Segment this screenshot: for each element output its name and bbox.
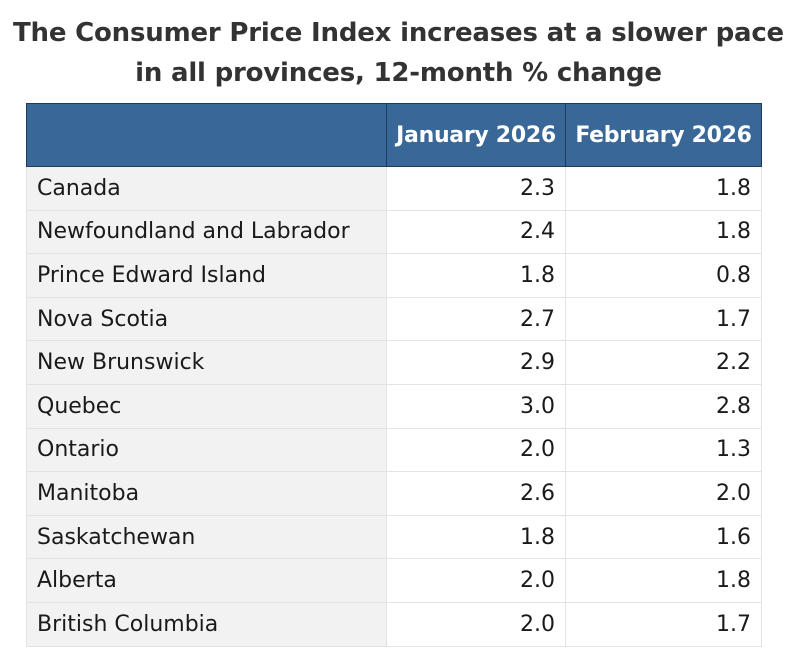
value-cell-february-2026: 2.2 bbox=[565, 340, 762, 385]
header-cell-region bbox=[26, 103, 387, 167]
value-cell-january-2026: 1.8 bbox=[386, 253, 566, 298]
chart-title-line-1: The Consumer Price Index increases at a … bbox=[13, 18, 784, 48]
value-cell-february-2026: 1.7 bbox=[565, 601, 762, 647]
table-body: Canada 2.3 1.8 Newfoundland and Labrador 2.4… bbox=[26, 166, 762, 647]
chart-title-line-2: in all provinces, 12-month % change bbox=[135, 58, 662, 88]
table-row: Nova Scotia 2.7 1.7 bbox=[26, 296, 762, 342]
table-header: January 2026 February 2026 bbox=[26, 103, 762, 167]
value-cell-february-2026: 1.8 bbox=[565, 166, 762, 211]
row-label-cell: Ontario bbox=[26, 427, 387, 473]
row-label-cell: Nova Scotia bbox=[26, 296, 387, 342]
table-row: British Columbia 2.0 1.7 bbox=[26, 601, 762, 647]
value-cell-january-2026: 2.6 bbox=[386, 471, 566, 516]
value-cell-january-2026: 2.7 bbox=[386, 296, 566, 342]
value-cell-january-2026: 2.0 bbox=[386, 601, 566, 647]
row-label-cell: Quebec bbox=[26, 383, 387, 429]
row-label-cell: Newfoundland and Labrador bbox=[26, 209, 387, 255]
value-cell-january-2026: 2.4 bbox=[386, 209, 566, 255]
row-label-cell: British Columbia bbox=[26, 601, 387, 647]
value-cell-february-2026: 1.8 bbox=[565, 558, 762, 603]
table-row: Newfoundland and Labrador 2.4 1.8 bbox=[26, 209, 762, 255]
cpi-table: January 2026 February 2026 Canada 2.3 1.8 N… bbox=[26, 103, 762, 647]
value-cell-january-2026: 1.8 bbox=[386, 514, 566, 560]
value-cell-february-2026: 1.8 bbox=[565, 209, 762, 255]
value-cell-january-2026: 2.0 bbox=[386, 427, 566, 473]
table-row: Canada 2.3 1.8 bbox=[26, 166, 762, 211]
row-label-cell: Alberta bbox=[26, 558, 387, 603]
value-cell-january-2026: 2.9 bbox=[386, 340, 566, 385]
value-cell-february-2026: 1.7 bbox=[565, 296, 762, 342]
table-row: New Brunswick 2.9 2.2 bbox=[26, 340, 762, 385]
chart-title: The Consumer Price Index increases at a … bbox=[0, 0, 797, 93]
table-row: Saskatchewan 1.8 1.6 bbox=[26, 514, 762, 560]
table-row: Alberta 2.0 1.8 bbox=[26, 558, 762, 603]
table-row: Prince Edward Island 1.8 0.8 bbox=[26, 253, 762, 298]
row-label-cell: Saskatchewan bbox=[26, 514, 387, 560]
row-label-cell: New Brunswick bbox=[26, 340, 387, 385]
header-cell-february-2026: February 2026 bbox=[565, 103, 762, 167]
value-cell-february-2026: 0.8 bbox=[565, 253, 762, 298]
table-row: Quebec 3.0 2.8 bbox=[26, 383, 762, 429]
value-cell-january-2026: 2.3 bbox=[386, 166, 566, 211]
row-label-cell: Canada bbox=[26, 166, 387, 211]
value-cell-february-2026: 2.0 bbox=[565, 471, 762, 516]
value-cell-february-2026: 1.6 bbox=[565, 514, 762, 560]
value-cell-february-2026: 1.3 bbox=[565, 427, 762, 473]
value-cell-january-2026: 3.0 bbox=[386, 383, 566, 429]
table-row: Manitoba 2.6 2.0 bbox=[26, 471, 762, 516]
value-cell-january-2026: 2.0 bbox=[386, 558, 566, 603]
row-label-cell: Manitoba bbox=[26, 471, 387, 516]
header-row: January 2026 February 2026 bbox=[26, 103, 762, 167]
value-cell-february-2026: 2.8 bbox=[565, 383, 762, 429]
row-label-cell: Prince Edward Island bbox=[26, 253, 387, 298]
header-cell-january-2026: January 2026 bbox=[386, 103, 566, 167]
table-row: Ontario 2.0 1.3 bbox=[26, 427, 762, 473]
